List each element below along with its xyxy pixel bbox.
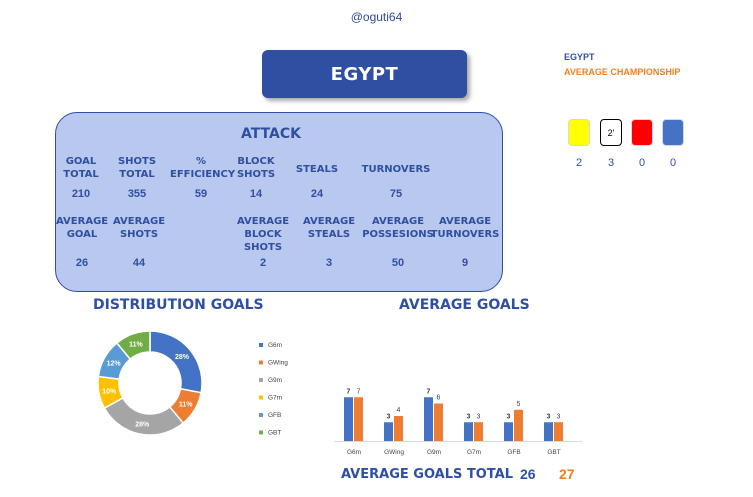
donut-slice-label: 10% [102,388,117,395]
attack-title: ATTACK [240,126,302,142]
legend-swatch [259,413,263,417]
donut-slice-label: 12% [107,361,122,368]
bar-GBT-s1 [554,422,563,441]
bar-value-label: 5 [517,401,521,408]
attack-label: GOAL TOTAL [63,156,99,180]
attack-value: 50 [391,257,405,269]
red-card-count: 0 [638,157,646,169]
donut-slice-label: 11% [129,341,143,348]
legend-label: GFB [268,412,281,419]
attack-label: AVERAGE BLOCK SHOTS [236,216,290,253]
attack-label: % EFFICIENCY [170,156,236,180]
bar-value-label: 3 [547,413,551,420]
distribution-donut-chart: 28% 11% 28% 10% 12% 11% G6m GWing G9m G7m GFB GBT [97,330,288,437]
blue-card-count: 0 [669,157,677,169]
bar-G7m-s1 [474,422,483,441]
bar-G7m-s0 [464,422,473,441]
bar-G6m-s1 [354,397,363,441]
attack-panel: ATTACK GOAL TOTAL 210 SHOTS TOTAL 355 % EFFI… [55,112,503,292]
bar-GWing-s1 [394,416,403,441]
bar-category-label: G7m [467,449,481,456]
average-goals-title: AVERAGE GOALS [399,297,530,313]
bar-category-label: GWing [384,449,404,456]
legend-label: G9m [268,377,282,384]
bar-value-label: 3 [477,413,481,420]
bar-value-label: 3 [387,413,391,420]
author-handle: @oguti64 [350,10,403,24]
legend-swatch [259,343,263,347]
legend-swatch [259,395,263,400]
bar-G6m-s0 [344,397,353,441]
suspension-card: 2' [600,119,622,146]
legend-label: G7m [268,395,282,402]
attack-value: 44 [132,257,146,269]
attack-label: TURNOVERS [361,164,431,175]
bar-G9m-s0 [424,397,433,441]
attack-value: 210 [71,188,91,200]
donut-slice-GBT [115,330,151,361]
bar-G9m-s1 [434,403,443,441]
donut-slice-label: 28% [135,421,150,428]
bar-GBT-s0 [544,422,553,441]
attack-label: AVERAGE POSSESIONS [362,216,434,240]
attack-label: AVERAGE TURNOVERS [430,216,500,240]
discipline-cards: 2 2' 3 0 0 [568,119,688,169]
donut-slice-label: 11% [179,402,193,409]
bar-value-label: 7 [357,388,361,395]
attack-value: 75 [389,188,403,200]
donut-slice-label: 28% [175,354,190,361]
attack-value: 9 [461,257,469,269]
bar-category-label: GFB [507,449,520,456]
attack-value: 59 [194,188,208,200]
donut-slice-G9m [103,396,185,436]
legend-label: G6m [268,342,282,349]
suspension-card-count: 3 [607,157,615,169]
legend-label: GBT [268,430,281,437]
attack-label: BLOCK SHOTS [236,156,276,180]
legend-swatch [259,430,263,435]
team-name-banner: EGYPT [262,50,467,98]
legend-swatch [259,378,263,382]
bar-value-label: 3 [507,413,511,420]
bar-value-label: 3 [557,413,561,420]
legend-team: EGYPT [564,52,595,62]
attack-label: AVERAGE GOAL [56,216,109,240]
red-card [631,119,653,146]
attack-value: 14 [249,188,263,200]
bar-value-label: 3 [467,413,471,420]
bar-value-label: 4 [397,407,401,414]
bar-category-label: G6m [347,449,361,456]
bar-category-label: G9m [427,449,441,456]
yellow-card-count: 2 [575,157,583,169]
attack-label: AVERAGE STEALS [302,216,356,240]
donut-slice-G6m [149,330,203,394]
attack-value: 24 [310,188,324,200]
attack-value: 355 [127,188,147,200]
bar-value-label: 7 [347,388,351,395]
attack-value: 26 [75,257,89,269]
attack-value: 3 [325,257,333,269]
attack-value: 2 [259,257,267,269]
bar-GFB-s1 [514,409,523,441]
average-goals-total-label: AVERAGE GOALS TOTAL [341,467,513,482]
bar-GWing-s0 [384,422,393,441]
legend-label: GWing [268,360,288,367]
attack-label: AVERAGE SHOTS [112,216,166,240]
bar-value-label: 7 [427,388,431,395]
blue-card [662,119,684,146]
yellow-card [568,119,590,146]
attack-label: STEALS [295,164,339,175]
bar-value-label: 6 [437,395,441,402]
average-goals-total-team: 26 [520,466,536,482]
bar-category-label: GBT [547,449,560,456]
bar-GFB-s0 [504,422,513,441]
attack-label: SHOTS TOTAL [117,156,157,180]
legend-average: AVERAGE CHAMPIONSHIP [564,67,681,77]
legend-swatch [259,360,263,365]
average-goals-total-championship: 27 [559,466,575,482]
distribution-goals-title: DISTRIBUTION GOALS [93,297,264,313]
